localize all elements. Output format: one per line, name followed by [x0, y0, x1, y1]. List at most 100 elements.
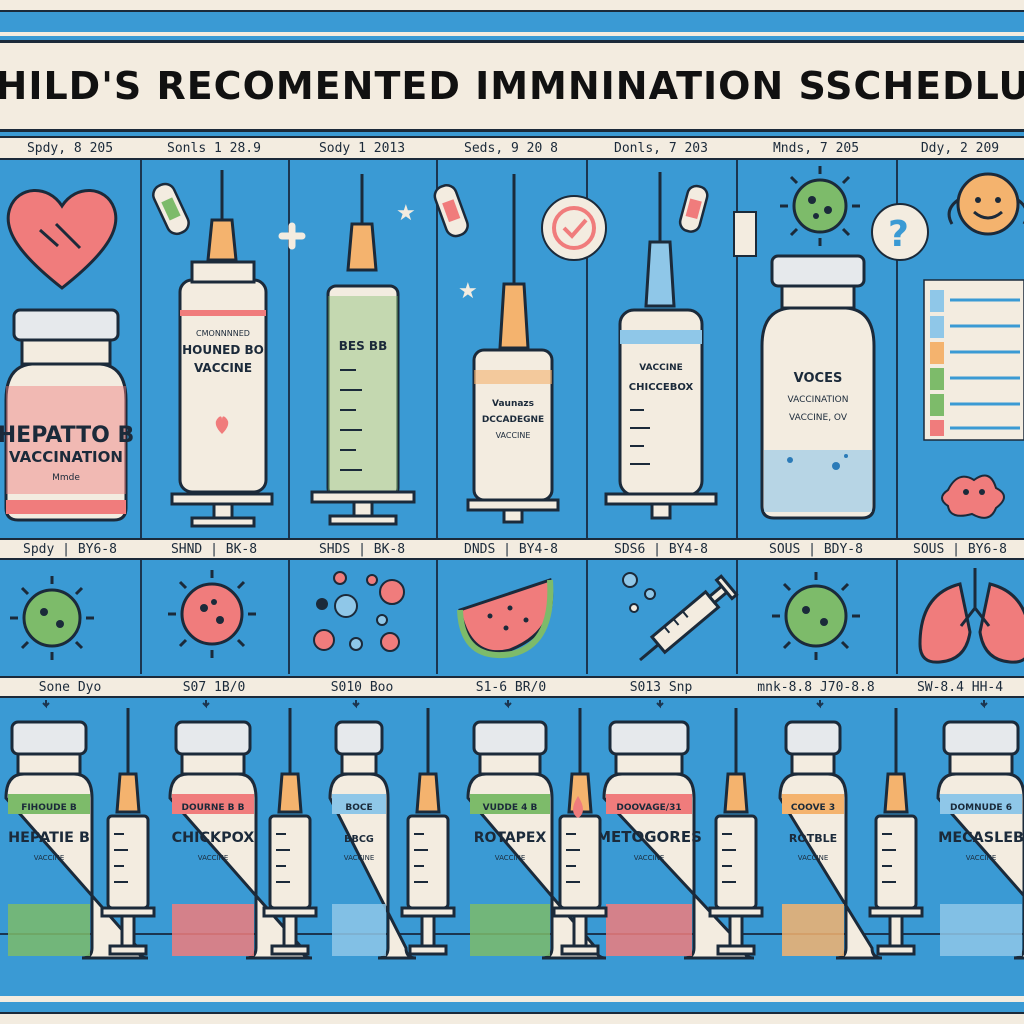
germ-icon — [313, 571, 405, 652]
vial-subtitle: VACCINE — [34, 854, 65, 862]
arrow-icon — [816, 700, 824, 709]
arrow-icon — [656, 700, 664, 709]
column-divider — [586, 560, 588, 674]
syringe-title: HOUNED BO — [182, 343, 264, 357]
vial-name: ROTAPEX — [474, 830, 547, 846]
age-cell: SHDS | BK-8 — [318, 541, 406, 557]
vial-dose-label: VUDDE 4 B — [483, 803, 538, 813]
vial-name: MECASLEB — [938, 830, 1024, 846]
vial-subtitle: VACCINATION — [788, 395, 849, 405]
bandage-icon — [152, 182, 190, 236]
age-cell: SOUS | BY6-8 — [913, 541, 1007, 557]
vial-title: VOCES — [794, 371, 843, 386]
date-row: Spdy, 8 205 Sonls 1 28.9 Sody 1 2013 Sed… — [0, 136, 1024, 160]
syringe-subtitle: VACCINE — [194, 361, 252, 375]
date-cell: Spdy, 8 205 — [26, 140, 114, 156]
vial-subtitle: VACCINATION — [9, 448, 123, 466]
mini-schedule-table — [923, 279, 1024, 441]
bottom-border — [0, 1012, 1024, 1024]
virus-icon — [168, 570, 256, 658]
vial-dose-label: DOURNE B B — [181, 803, 244, 813]
vial-icon: FIHOUDE B HEPATIE B VACCINE — [4, 720, 149, 960]
vial-dose-label: BOCE — [345, 803, 372, 813]
plus-icon — [278, 222, 306, 250]
syringe-title: BES BB — [339, 339, 387, 353]
vial-subtitle: VACCINE — [634, 854, 665, 862]
date-cell: Ddy, 2 209 — [920, 140, 1000, 156]
syringe-icon: Vaunazs DCCADEGNE VACCINE — [466, 174, 560, 524]
vial-icon: HEPATTO B VACCINATION Mmde — [0, 308, 134, 522]
vial-icon: DOURNE B B CHICKPOX VACCINE — [168, 720, 313, 960]
age-row: Spdy | BY6-8 SHND | BK-8 SHDS | BK-8 DND… — [0, 538, 1024, 560]
svg-text:★: ★ — [458, 279, 478, 304]
syringe-icon — [622, 572, 739, 662]
heart-icon — [6, 189, 118, 290]
top-border — [0, 0, 1024, 12]
date-cell: Donls, 7 203 — [614, 140, 708, 156]
dose-cell: S010 Boo — [330, 679, 394, 695]
bottom-rule — [0, 996, 1024, 1002]
column-divider — [288, 560, 290, 674]
droplet-icon — [573, 796, 583, 818]
virus-icon — [780, 166, 860, 246]
vial-dose-label: DOOVAGE/31 — [616, 803, 681, 813]
syringe-title: VACCINE — [496, 431, 531, 440]
syringe-small: Vaunazs — [492, 399, 534, 409]
age-cell: DNDS | BY4-8 — [464, 541, 558, 557]
date-cell: Sody 1 2013 — [318, 140, 406, 156]
label-tag — [733, 211, 757, 257]
dose-cell: mnk-8.8 J70-8.8 — [757, 679, 875, 695]
arrow-icon — [504, 700, 512, 709]
column-divider — [586, 160, 588, 538]
dose-cell: S1-6 BR/0 — [475, 679, 547, 695]
syringe-icon — [400, 708, 456, 956]
vial-name: HEPATIE B — [8, 830, 90, 846]
column-divider — [140, 560, 142, 674]
virus-icon — [772, 572, 860, 660]
column-divider — [436, 160, 438, 538]
column-divider — [896, 560, 898, 674]
dose-cell: SW-8.4 HH-4 — [916, 679, 1004, 695]
column-divider — [896, 160, 898, 538]
column-divider — [288, 160, 290, 538]
syringe-title: VACCINE — [639, 363, 683, 373]
syringe-icon — [868, 708, 924, 956]
vial-subtitle: VACCINE — [966, 854, 997, 862]
vial-title: HEPATTO B — [0, 423, 134, 448]
smiley-face-icon — [947, 172, 1024, 236]
vial-icon: VUDDE 4 B ROTAPEX VACCINE — [466, 720, 607, 960]
syringe-icon: BES BB — [310, 174, 416, 526]
arrow-icon — [980, 700, 988, 709]
watermelon-icon — [457, 578, 554, 658]
date-cell: Mnds, 7 205 — [772, 140, 860, 156]
date-cell: Sonls 1 28.9 — [167, 140, 261, 156]
arrow-icon — [352, 700, 360, 709]
column-divider — [736, 160, 738, 538]
top-rule — [0, 32, 1024, 36]
syringe-icon: CMONNNNED HOUNED BO VACCINE — [170, 170, 274, 528]
lungs-icon — [918, 568, 1024, 664]
age-cell: SDS6 | BY4-8 — [614, 541, 708, 557]
column-divider — [736, 560, 738, 674]
age-cell: SOUS | BDY-8 — [769, 541, 863, 557]
bandage-icon — [433, 184, 469, 238]
upper-artwork: ★ ★ ? — [6, 166, 1024, 519]
syringe-icon — [100, 708, 156, 956]
syringe-icon: VACCINE CHICCEBOX — [604, 172, 718, 520]
syringe-small: CMONNNNED — [196, 329, 250, 338]
vial-icon: BOCE BBCG VACCINE — [328, 720, 417, 960]
vial-name: ROTBLE — [789, 832, 837, 845]
age-cell: SHND | BK-8 — [170, 541, 258, 557]
syringe-subtitle: CHICCEBOX — [629, 382, 694, 393]
vial-name: CHICKPOX — [172, 830, 255, 846]
vial-small: Mmde — [52, 473, 80, 483]
page-title: CHILD'S RECOMENTED IMMNINATION SSCHEDLUE — [0, 64, 1024, 108]
arrow-icon — [202, 700, 210, 709]
syringe-subtitle: DCCADEGNE — [482, 415, 544, 425]
bottom-vaccine-row: FIHOUDE B HEPATIE B VACCINE DOURNE B B CHICK… — [0, 700, 1024, 960]
vial-dose-label: DOMNUDE 6 — [950, 803, 1012, 813]
bandage-icon — [678, 184, 709, 233]
arrow-icon — [42, 700, 50, 709]
title-banner: CHILD'S RECOMENTED IMMNINATION SSCHEDLUE — [0, 40, 1024, 132]
